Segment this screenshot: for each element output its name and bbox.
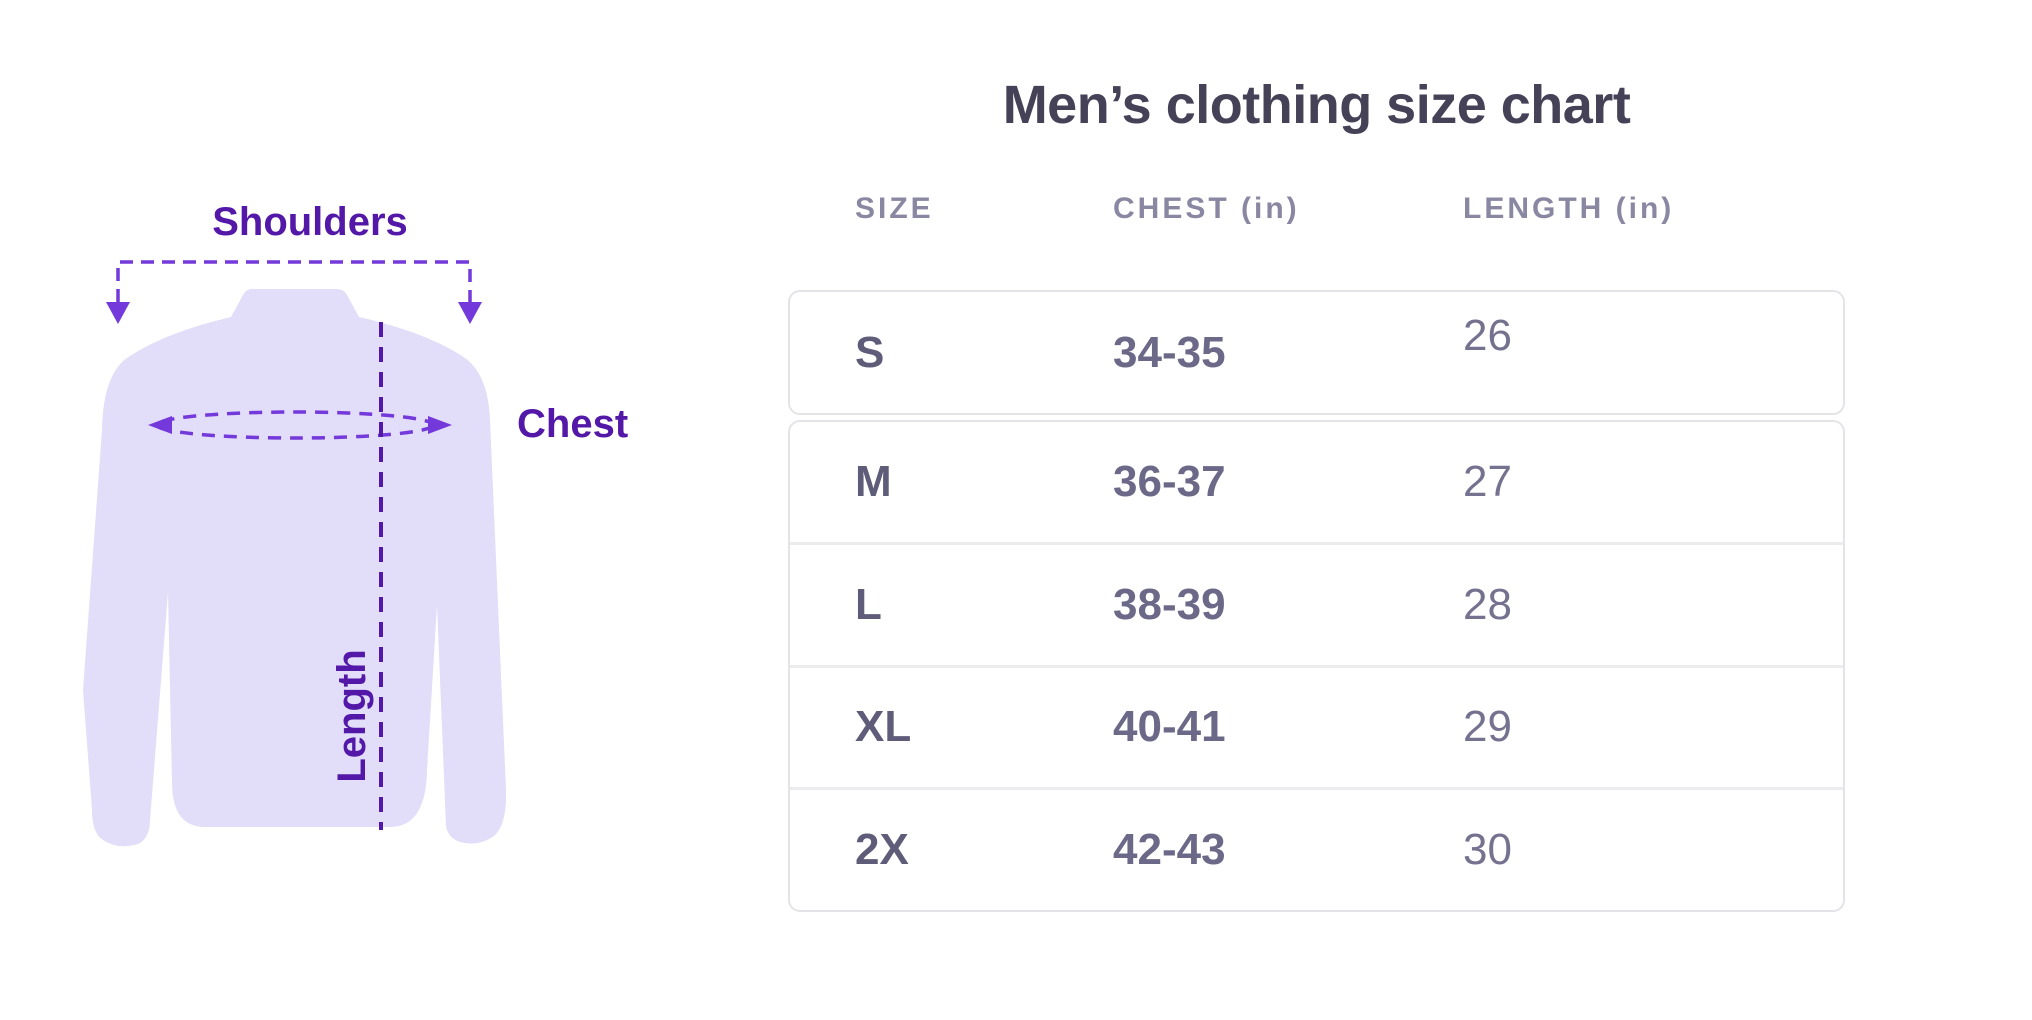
chest-cell: 40-41 bbox=[1113, 702, 1226, 752]
shirt-illustration bbox=[83, 260, 507, 847]
length-cell: 26 bbox=[1463, 310, 1512, 360]
column-header-length: LENGTH (in) bbox=[1463, 192, 1675, 225]
column-header-chest: CHEST (in) bbox=[1113, 192, 1300, 225]
length-label: Length bbox=[330, 649, 374, 783]
shirt-measurement-diagram: Shoulders Chest Length bbox=[0, 0, 700, 1020]
table-card-rest: M 36-37 27 L 38-39 28 XL 40-41 29 2X 42-… bbox=[788, 420, 1845, 912]
length-cell: 27 bbox=[1463, 456, 1512, 506]
shoulders-bracket bbox=[116, 260, 472, 302]
table-row: S 34-35 26 bbox=[790, 292, 1843, 413]
table-card-first: S 34-35 26 bbox=[788, 290, 1845, 415]
length-cell: 28 bbox=[1463, 579, 1512, 629]
page-title: Men’s clothing size chart bbox=[1002, 75, 1631, 135]
shoulders-label: Shoulders bbox=[212, 200, 408, 244]
chest-cell: 36-37 bbox=[1113, 456, 1226, 506]
chest-label: Chest bbox=[517, 402, 629, 446]
table-header-row: SIZE CHEST (in) LENGTH (in) bbox=[788, 192, 1845, 226]
chest-arrow-left-icon bbox=[148, 416, 172, 434]
table-row: 2X 42-43 30 bbox=[790, 787, 1843, 910]
column-header-size: SIZE bbox=[855, 192, 934, 225]
shoulders-arrow-left-icon bbox=[106, 302, 130, 324]
size-cell: L bbox=[855, 579, 882, 629]
chest-cell: 42-43 bbox=[1113, 825, 1226, 875]
table-row: M 36-37 27 bbox=[790, 422, 1843, 542]
shirt-silhouette-shape bbox=[83, 289, 507, 847]
chest-arrow-right-icon bbox=[428, 416, 452, 434]
length-cell: 29 bbox=[1463, 702, 1512, 752]
chest-cell: 38-39 bbox=[1113, 579, 1226, 629]
chest-cell: 34-35 bbox=[1113, 327, 1226, 377]
shoulders-arrow-right-icon bbox=[458, 302, 482, 324]
table-row: L 38-39 28 bbox=[790, 541, 1843, 665]
size-cell: 2X bbox=[855, 825, 909, 875]
length-cell: 30 bbox=[1463, 825, 1512, 875]
table-row: XL 40-41 29 bbox=[790, 664, 1843, 788]
size-cell: M bbox=[855, 456, 892, 506]
size-cell: S bbox=[855, 327, 885, 377]
size-cell: XL bbox=[855, 702, 912, 752]
